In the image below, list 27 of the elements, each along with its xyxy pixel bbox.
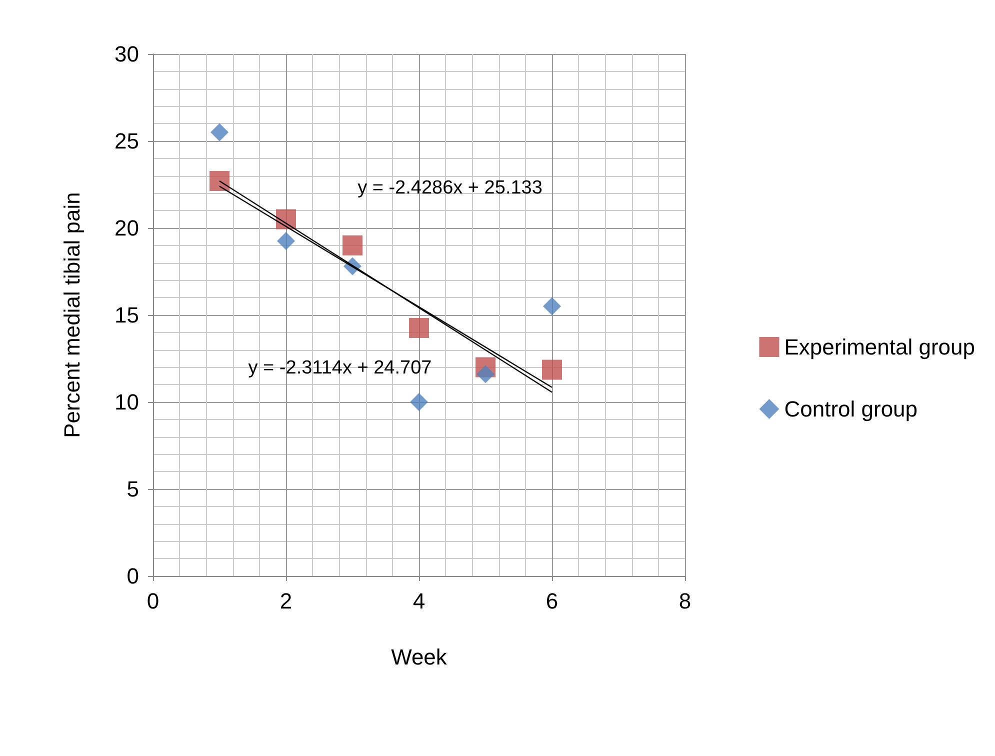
x-tick-label: 4 [412, 588, 426, 614]
point [543, 297, 561, 316]
annotation: y = -2.4286x + 25.133 [358, 178, 542, 198]
y-tick-label: 5 [126, 476, 139, 502]
y-tick-label: 0 [126, 564, 139, 588]
point [410, 393, 428, 411]
y-tick-label: 30 [114, 42, 139, 66]
point [409, 318, 429, 338]
x-tick-label: 0 [146, 588, 160, 614]
x-axis-title: Week [391, 644, 448, 670]
y-tick-label: 25 [114, 128, 139, 154]
x-tick-label: 2 [280, 588, 292, 614]
y-axis-title: Percent medial tibial pain [60, 192, 84, 438]
point [277, 232, 295, 250]
point [342, 235, 362, 256]
y-tick-label: 10 [114, 390, 139, 414]
y-tick-label: 15 [114, 302, 139, 328]
point [542, 360, 562, 380]
legend-label: Control group [784, 396, 918, 422]
point [210, 123, 228, 142]
legend-label: Experimental group [784, 334, 976, 360]
y-tick-label: 20 [114, 216, 139, 240]
annotation: y = -2.3114x + 24.707 [248, 358, 432, 378]
x-tick-label: 8 [678, 588, 692, 614]
x-tick-label: 6 [546, 588, 558, 614]
point [476, 365, 494, 384]
point [210, 171, 230, 192]
